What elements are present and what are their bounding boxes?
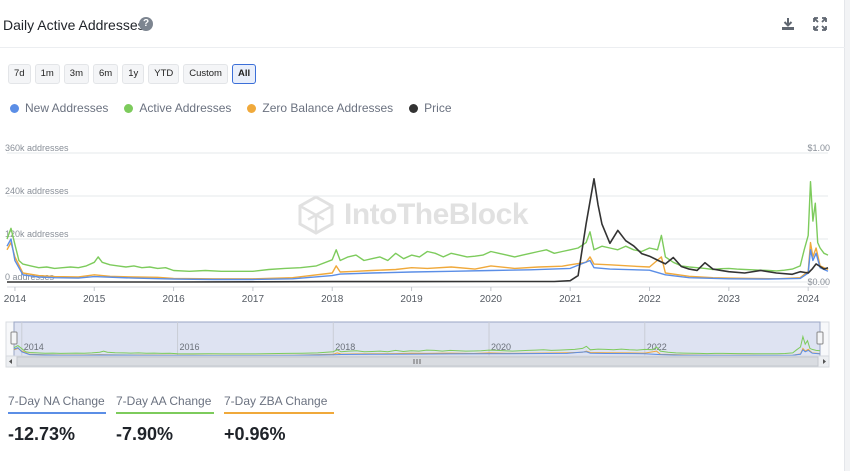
x-tick-label: 2023 bbox=[718, 294, 741, 305]
legend-item-zero-balance-addresses[interactable]: Zero Balance Addresses bbox=[247, 101, 393, 115]
download-icon[interactable] bbox=[780, 16, 796, 32]
x-tick-label: 2019 bbox=[400, 294, 423, 305]
range-button-6m[interactable]: 6m bbox=[92, 64, 119, 84]
stat-block: 7-Day AA Change -7.90% bbox=[116, 394, 214, 445]
series-line-zero-balance-addresses[interactable] bbox=[6, 241, 829, 280]
stats-row: 7-Day NA Change -12.73% 7-Day AA Change -7.… bbox=[8, 394, 334, 445]
series-line-price[interactable] bbox=[7, 177, 829, 283]
x-tick-label: 2021 bbox=[559, 294, 582, 305]
y-right-tick-label: $1.00 bbox=[807, 143, 830, 153]
y-right-tick-label: $0.00 bbox=[807, 277, 830, 287]
range-button-7d[interactable]: 7d bbox=[8, 64, 31, 84]
y-tick-label: 240k addresses bbox=[5, 186, 69, 196]
navigator-series-active-addresses bbox=[13, 334, 821, 355]
legend-item-active-addresses[interactable]: Active Addresses bbox=[124, 101, 231, 115]
range-button-1m[interactable]: 1m bbox=[34, 64, 60, 84]
navigator-tick-label: 2016 bbox=[180, 342, 200, 352]
navigator-tick-label: 2014 bbox=[24, 342, 44, 352]
series-line-active-addresses[interactable] bbox=[6, 181, 829, 273]
x-tick-label: 2017 bbox=[242, 294, 265, 305]
navigator-tick-label: 2020 bbox=[491, 342, 511, 352]
legend-item-price[interactable]: Price bbox=[409, 101, 452, 115]
stat-value: -12.73% bbox=[8, 424, 76, 444]
range-button-1y[interactable]: 1y bbox=[122, 64, 145, 84]
legend-dot bbox=[247, 103, 257, 113]
navigator-tick-label: 2018 bbox=[335, 342, 355, 352]
x-tick-label: 2022 bbox=[638, 294, 661, 305]
x-tick-label: 2015 bbox=[83, 294, 106, 305]
y-tick-label: 360k addresses bbox=[5, 143, 69, 153]
page-title: Daily Active Addresses bbox=[3, 17, 145, 33]
main-chart[interactable]: 0 addresses 120k addresses 240k addresses 3… bbox=[0, 140, 845, 310]
x-tick-label: 2020 bbox=[480, 294, 503, 305]
navigator-left-handle[interactable] bbox=[10, 331, 18, 345]
stat-label: 7-Day NA Change bbox=[8, 394, 106, 414]
range-button-3m[interactable]: 3m bbox=[63, 64, 89, 84]
y-tick-label: 120k addresses bbox=[5, 229, 69, 239]
legend-label: Active Addresses bbox=[139, 101, 232, 115]
expand-icon[interactable] bbox=[812, 16, 828, 32]
stat-label: 7-Day AA Change bbox=[116, 394, 214, 414]
stat-value: +0.96% bbox=[224, 424, 286, 444]
legend-item-new-addresses[interactable]: New Addresses bbox=[10, 101, 108, 115]
navigator-series-new-addresses bbox=[13, 347, 821, 356]
stat-block: 7-Day ZBA Change +0.96% bbox=[224, 394, 334, 445]
card-header: Daily Active Addresses ? bbox=[0, 0, 845, 48]
range-button-custom[interactable]: Custom bbox=[183, 64, 228, 84]
range-button-ytd[interactable]: YTD bbox=[148, 64, 180, 84]
navigator-right-handle[interactable] bbox=[816, 331, 824, 345]
chart-legend: New Addresses Active Addresses Zero Balanc… bbox=[10, 101, 452, 115]
stat-block: 7-Day NA Change -12.73% bbox=[8, 394, 106, 445]
legend-dot bbox=[10, 103, 19, 113]
legend-label: New Addresses bbox=[25, 101, 109, 115]
time-range-selector: 7d 1m 3m 6m 1y YTD Custom All bbox=[8, 64, 257, 84]
grip-lines-icon bbox=[413, 359, 421, 364]
x-tick-label: 2016 bbox=[162, 294, 185, 305]
range-button-all[interactable]: All bbox=[231, 64, 257, 84]
series-line-new-addresses[interactable] bbox=[6, 238, 829, 281]
legend-dot bbox=[124, 103, 134, 113]
legend-label: Price bbox=[424, 101, 452, 115]
y-tick-label: 0 addresses bbox=[5, 272, 55, 282]
navigator-chart[interactable]: 2014 2016 2018 2020 2022 bbox=[0, 320, 845, 370]
legend-label: Zero Balance Addresses bbox=[262, 101, 394, 115]
arrow-left-icon[interactable] bbox=[9, 359, 12, 364]
x-tick-label: 2024 bbox=[797, 294, 820, 305]
legend-dot bbox=[409, 103, 419, 113]
stat-label: 7-Day ZBA Change bbox=[224, 394, 334, 414]
question-circle-icon[interactable]: ? bbox=[139, 17, 153, 31]
x-tick-label: 2014 bbox=[4, 294, 27, 305]
x-tick-label: 2018 bbox=[321, 294, 344, 305]
stat-value: -7.90% bbox=[116, 424, 174, 444]
arrow-right-icon[interactable] bbox=[823, 359, 826, 364]
